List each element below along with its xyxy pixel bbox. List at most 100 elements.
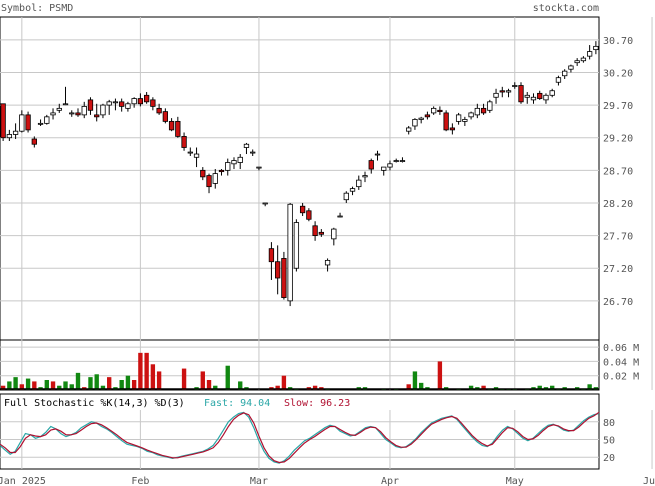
volume-bar <box>200 371 205 390</box>
x-tick-label: Jun <box>643 476 655 486</box>
volume-bar <box>0 385 6 390</box>
candle-body <box>25 114 31 131</box>
candle-body <box>262 202 268 205</box>
candle-body <box>424 114 431 118</box>
price-tick-label: 28.20 <box>603 199 633 210</box>
candle-body <box>543 94 549 101</box>
candle-body <box>462 119 468 122</box>
candle-body <box>87 99 94 111</box>
candle-body <box>250 151 256 154</box>
volume-bar <box>156 371 162 390</box>
volume-bar <box>19 384 25 390</box>
volume-bar <box>25 378 31 390</box>
x-tick-label: Jan 2025 <box>0 476 46 486</box>
volume-bar <box>418 382 424 390</box>
x-tick-label: Apr <box>381 476 399 486</box>
price-tick-label: 28.70 <box>603 166 633 177</box>
candle-body <box>487 101 493 111</box>
x-tick-label: Mar <box>250 476 268 486</box>
volume-bar <box>275 385 280 390</box>
candle-body <box>75 112 81 116</box>
candle-body <box>131 98 137 105</box>
candle-body <box>193 153 200 158</box>
stochastic-tick-label: 80 <box>603 418 615 429</box>
candle-body <box>474 107 480 116</box>
volume-tick-label: 0.02 M <box>603 372 639 383</box>
candle-body <box>381 166 387 171</box>
price-tick-label: 29.20 <box>603 134 633 145</box>
volume-bar <box>150 364 156 390</box>
stochastic-lines <box>0 411 600 464</box>
volume-bar <box>587 384 592 390</box>
volume-bar <box>537 385 542 390</box>
symbol-title: Symbol: PSMD <box>1 3 73 14</box>
volume-bar <box>57 385 62 390</box>
candle-body <box>412 119 418 127</box>
price-tick-label: 27.20 <box>603 264 633 275</box>
source-label: stockta.com <box>533 3 599 14</box>
candle-body <box>69 112 75 115</box>
candle-body <box>455 114 462 122</box>
candle-body <box>356 179 362 188</box>
volume-bar <box>437 361 443 390</box>
candle-body <box>549 90 555 96</box>
x-tick-label: Feb <box>131 476 149 486</box>
fast-line <box>0 411 600 464</box>
candle-body <box>156 107 162 114</box>
candle-body <box>493 92 499 98</box>
candle-body <box>437 109 443 113</box>
candle-body <box>530 96 537 101</box>
candle-body <box>162 111 168 122</box>
x-tick-label: May <box>506 476 524 486</box>
candle-body <box>480 107 487 114</box>
volume-bar <box>481 385 486 390</box>
candle-body <box>524 94 530 98</box>
volume-bar <box>50 381 56 390</box>
candle-body <box>568 65 574 70</box>
candle-body <box>268 248 275 263</box>
candle-body <box>431 107 437 114</box>
volume-bar <box>32 381 37 390</box>
candle-body <box>231 160 237 165</box>
volume-bar <box>131 380 137 390</box>
candle-body <box>393 160 399 162</box>
candle-body <box>374 153 381 156</box>
fast-legend: Fast: 94.04 <box>204 398 270 409</box>
candle-body <box>31 138 37 145</box>
candle-body <box>586 51 593 57</box>
candle-body <box>0 103 6 139</box>
volume-bar <box>125 375 131 390</box>
volume-bar <box>75 372 81 390</box>
candle-body <box>505 90 512 93</box>
candle-body <box>537 92 543 99</box>
candle-body <box>580 57 587 62</box>
volume-bar <box>94 374 99 390</box>
candle-body <box>593 45 599 51</box>
volume-tick-label: 0.04 M <box>603 357 639 368</box>
candle-body <box>293 222 300 269</box>
candle-body <box>324 259 331 266</box>
candle-body <box>468 112 474 118</box>
volume-bar <box>238 381 243 390</box>
candle-body <box>50 112 56 116</box>
candle-body <box>119 101 125 107</box>
candle-body <box>331 228 337 240</box>
candle-body <box>512 85 518 87</box>
volume-bar <box>225 365 230 390</box>
candle-body <box>281 258 287 298</box>
volume-bar <box>281 375 287 390</box>
volume-bar <box>144 352 149 390</box>
candle-body <box>237 156 243 163</box>
candle-body <box>562 70 568 77</box>
candle-body <box>275 261 281 279</box>
candle-body <box>225 162 231 171</box>
volume-bar <box>119 380 124 390</box>
candle-body <box>100 104 106 116</box>
volume-bar <box>107 377 112 390</box>
candle-body <box>168 121 175 131</box>
volume-bar <box>412 371 418 390</box>
candle-body <box>387 163 393 168</box>
candle-body <box>19 114 25 132</box>
candle-body <box>318 231 324 235</box>
